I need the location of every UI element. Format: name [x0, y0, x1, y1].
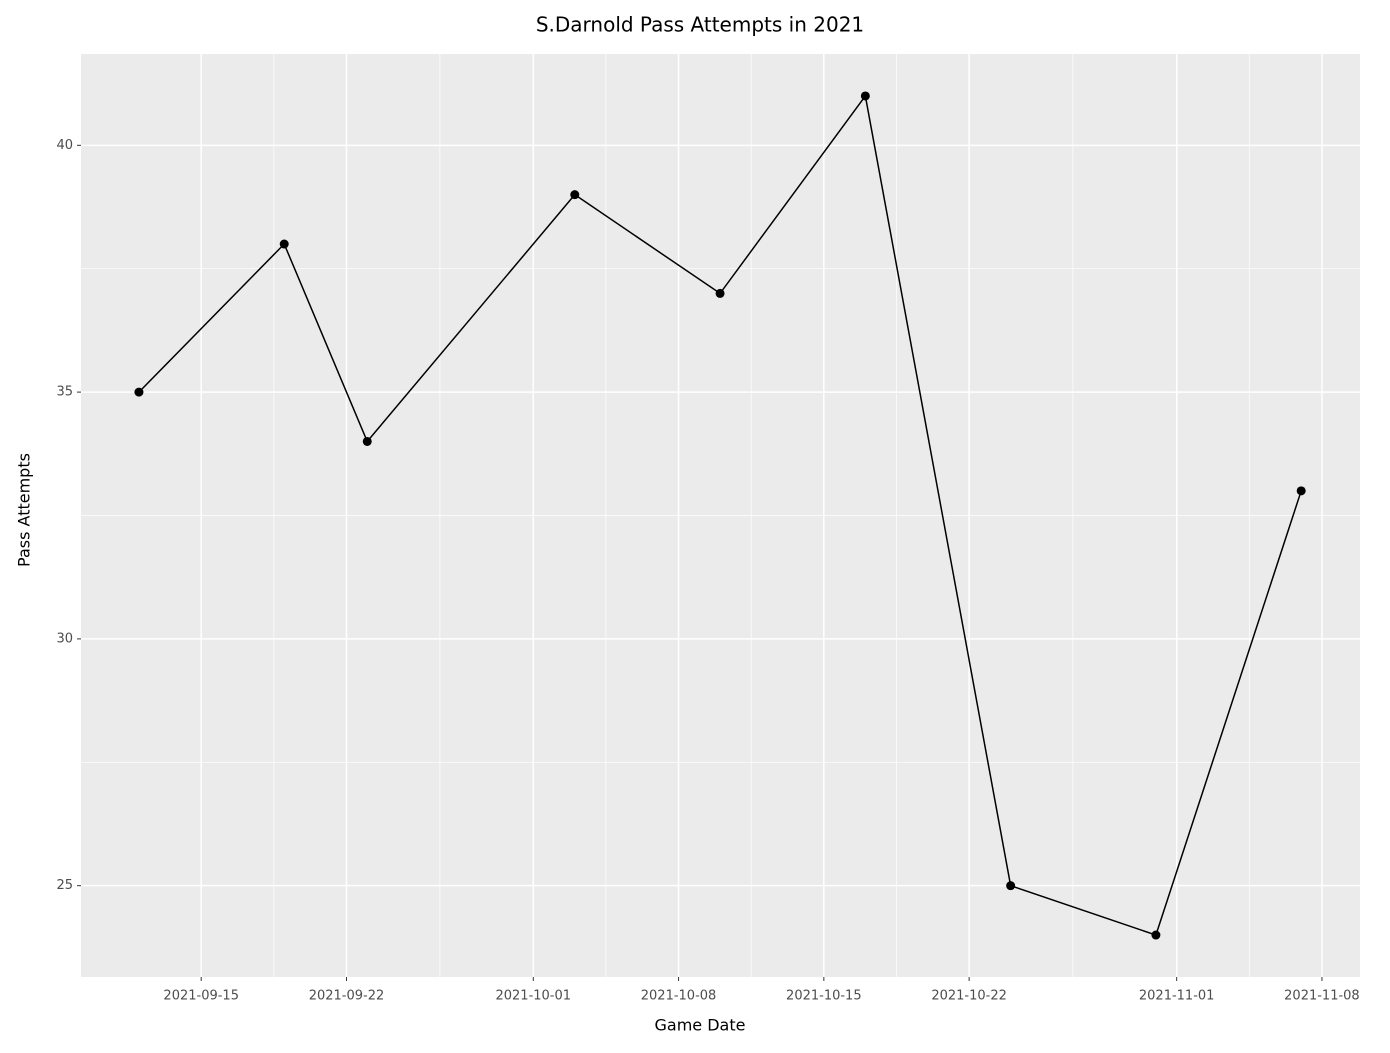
y-tick-label: 30 — [56, 631, 73, 646]
x-tick-label: 2021-09-15 — [163, 989, 239, 1004]
x-tick-label: 2021-10-08 — [641, 989, 717, 1004]
point — [715, 288, 725, 298]
point — [362, 436, 372, 446]
x-tick-label: 2021-10-15 — [786, 989, 862, 1004]
point — [134, 387, 144, 397]
y-tick-label: 25 — [56, 878, 73, 893]
x-tick-label: 2021-10-22 — [931, 989, 1007, 1004]
x-tick-label: 2021-11-08 — [1284, 989, 1360, 1004]
x-tick-label: 2021-09-22 — [309, 989, 385, 1004]
point — [1151, 930, 1161, 940]
x-tick-label: 2021-11-01 — [1139, 989, 1215, 1004]
point — [1296, 486, 1306, 496]
x-axis-label: Game Date — [655, 1016, 746, 1035]
point — [1006, 881, 1016, 891]
x-tick-label: 2021-10-01 — [495, 989, 571, 1004]
y-axis-label: Pass Attempts — [15, 453, 34, 567]
point — [860, 91, 870, 101]
point — [570, 190, 580, 200]
chart-title: S.Darnold Pass Attempts in 2021 — [536, 13, 864, 37]
y-tick-label: 35 — [56, 385, 73, 400]
y-tick-label: 40 — [56, 138, 73, 153]
point — [279, 239, 289, 249]
